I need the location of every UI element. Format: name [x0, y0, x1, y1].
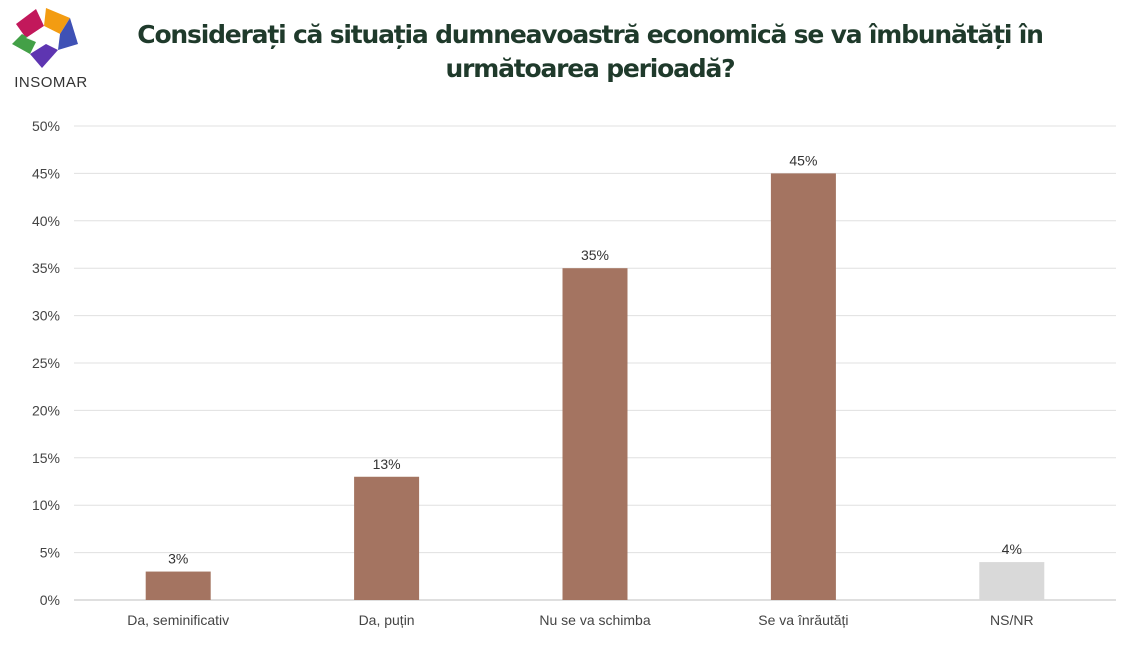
- y-tick-label: 35%: [32, 260, 60, 276]
- data-labels: 3% 13% 35% 45% 4%: [168, 152, 1022, 566]
- x-axis-categories: Da, seminificativ Da, puțin Nu se va schim…: [127, 612, 1033, 628]
- bar: [145, 571, 211, 600]
- data-label: 35%: [581, 247, 609, 263]
- x-category-label: NS/NR: [990, 612, 1034, 628]
- x-category-label: Da, seminificativ: [127, 612, 229, 628]
- data-label: 45%: [789, 152, 817, 168]
- data-label: 13%: [373, 456, 401, 472]
- y-tick-label: 0%: [40, 592, 60, 608]
- y-tick-label: 10%: [32, 497, 60, 513]
- y-tick-label: 20%: [32, 402, 60, 418]
- bar: [979, 562, 1045, 600]
- logo-text: INSOMAR: [14, 74, 88, 91]
- y-tick-label: 45%: [32, 165, 60, 181]
- y-tick-label: 5%: [40, 545, 60, 561]
- insomar-logo: INSOMAR: [6, 4, 90, 92]
- y-tick-label: 40%: [32, 213, 60, 229]
- x-category-label: Da, puțin: [359, 612, 415, 628]
- bars: [145, 173, 1045, 600]
- bar: [562, 268, 628, 600]
- bar: [770, 173, 836, 600]
- logo-mark-icon: [12, 8, 78, 68]
- y-tick-label: 25%: [32, 355, 60, 371]
- bar: [354, 476, 420, 600]
- y-tick-label: 30%: [32, 308, 60, 324]
- data-label: 4%: [1002, 541, 1022, 557]
- data-label: 3%: [168, 551, 188, 567]
- y-axis-ticks: 0% 5% 10% 15% 20% 25% 30% 35% 40% 45% 50%: [32, 118, 60, 608]
- y-tick-label: 50%: [32, 118, 60, 134]
- x-category-label: Nu se va schimba: [539, 612, 650, 628]
- chart-title: Considerați că situația dumneavoastră ec…: [137, 20, 1044, 83]
- x-category-label: Se va înrăutăți: [758, 612, 848, 628]
- y-tick-label: 15%: [32, 450, 60, 466]
